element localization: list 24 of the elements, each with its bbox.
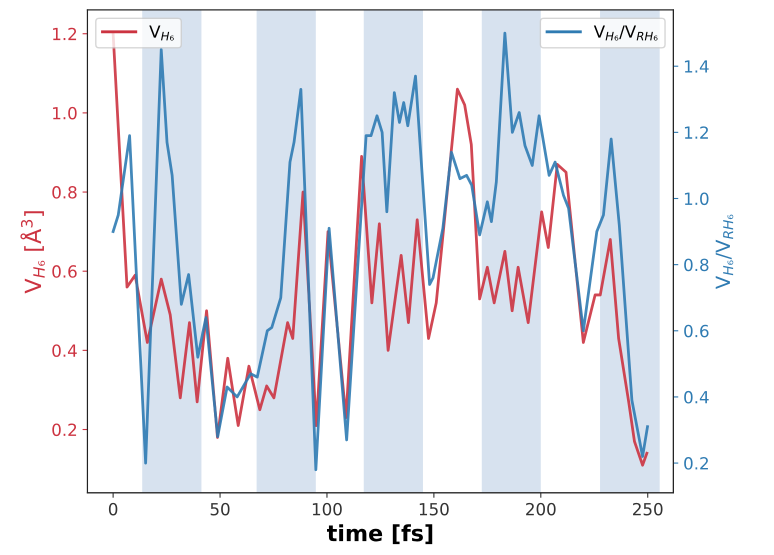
x-tick-label: 0 bbox=[108, 502, 118, 516]
y-tick-label: 0.8 bbox=[52, 186, 77, 199]
y-tick-label: 0.6 bbox=[52, 265, 77, 278]
y-tick-label: 0.4 bbox=[52, 344, 77, 357]
x-tick-label: 50 bbox=[210, 502, 230, 516]
x-tick-label: 250 bbox=[633, 502, 663, 516]
y2-tick-label: 0.4 bbox=[684, 390, 709, 404]
y2-tick-label: 0.8 bbox=[684, 258, 708, 272]
y2-tick-label: 1.2 bbox=[684, 126, 708, 139]
x-tick-label: 150 bbox=[420, 502, 449, 516]
y-tick-label: 1.2 bbox=[53, 28, 76, 40]
y2-tick-label: 0.6 bbox=[684, 324, 709, 338]
y-axis-title: V$_{H₆}$ [Å$^{3}$] bbox=[20, 211, 45, 294]
y-tick-label: 1.0 bbox=[53, 106, 77, 120]
y2-tick-label: 1.4 bbox=[684, 60, 709, 73]
y2-axis-title: V$_{H₆}$/V$_{RH₆}$ bbox=[716, 214, 734, 289]
y2-tick-label: 1.0 bbox=[684, 192, 708, 206]
x-tick-label: 100 bbox=[312, 502, 342, 516]
y2-tick-label: 0.2 bbox=[684, 457, 708, 470]
legend-label: V$_{H₆}$/V$_{RH₆}$ bbox=[594, 25, 658, 40]
x-axis-title: time [fs] bbox=[327, 524, 432, 544]
x-tick-label: 200 bbox=[526, 502, 556, 516]
legend-label: V$_{H₆}$ bbox=[149, 25, 174, 40]
y-tick-label: 0.2 bbox=[52, 423, 76, 436]
